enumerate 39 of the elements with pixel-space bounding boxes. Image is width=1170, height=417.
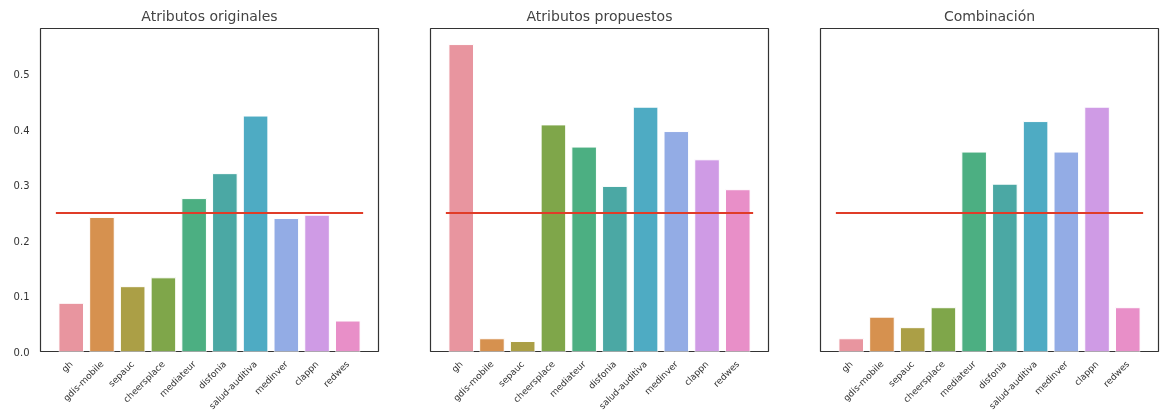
bar <box>961 151 987 352</box>
bar <box>448 44 475 352</box>
bar <box>181 198 207 352</box>
bar <box>602 185 628 352</box>
bar <box>724 189 751 352</box>
bar <box>479 338 505 352</box>
bar <box>1022 121 1049 352</box>
bar <box>212 173 238 352</box>
bar <box>899 327 926 352</box>
chart-title: Atributos originales <box>141 7 278 24</box>
y-tick-label: 0.1 <box>13 291 30 303</box>
y-tick-label: 0.4 <box>13 124 30 136</box>
bar <box>273 218 300 352</box>
bar <box>838 338 865 352</box>
bar <box>509 341 536 352</box>
bar <box>930 307 957 352</box>
bar <box>150 277 177 352</box>
bar <box>571 146 597 352</box>
bar <box>304 214 330 352</box>
bar <box>632 106 659 352</box>
bar <box>242 115 269 352</box>
bar <box>334 320 361 352</box>
bar <box>1053 151 1080 352</box>
bar <box>992 183 1018 352</box>
bar <box>89 216 115 352</box>
y-tick-label: 0.5 <box>13 69 30 81</box>
bar <box>663 131 690 352</box>
y-tick-label: 0.3 <box>13 180 30 192</box>
bar <box>869 316 895 352</box>
bar <box>1084 106 1110 352</box>
bar <box>58 302 85 352</box>
chart-title: Atributos propuestos <box>526 7 673 24</box>
bar <box>694 159 720 352</box>
y-tick-label: 0.0 <box>13 346 30 358</box>
bar <box>1114 307 1141 352</box>
bar <box>540 124 567 352</box>
chart-title: Combinación <box>943 7 1036 24</box>
bar <box>119 286 146 352</box>
y-tick-label: 0.2 <box>13 235 30 247</box>
